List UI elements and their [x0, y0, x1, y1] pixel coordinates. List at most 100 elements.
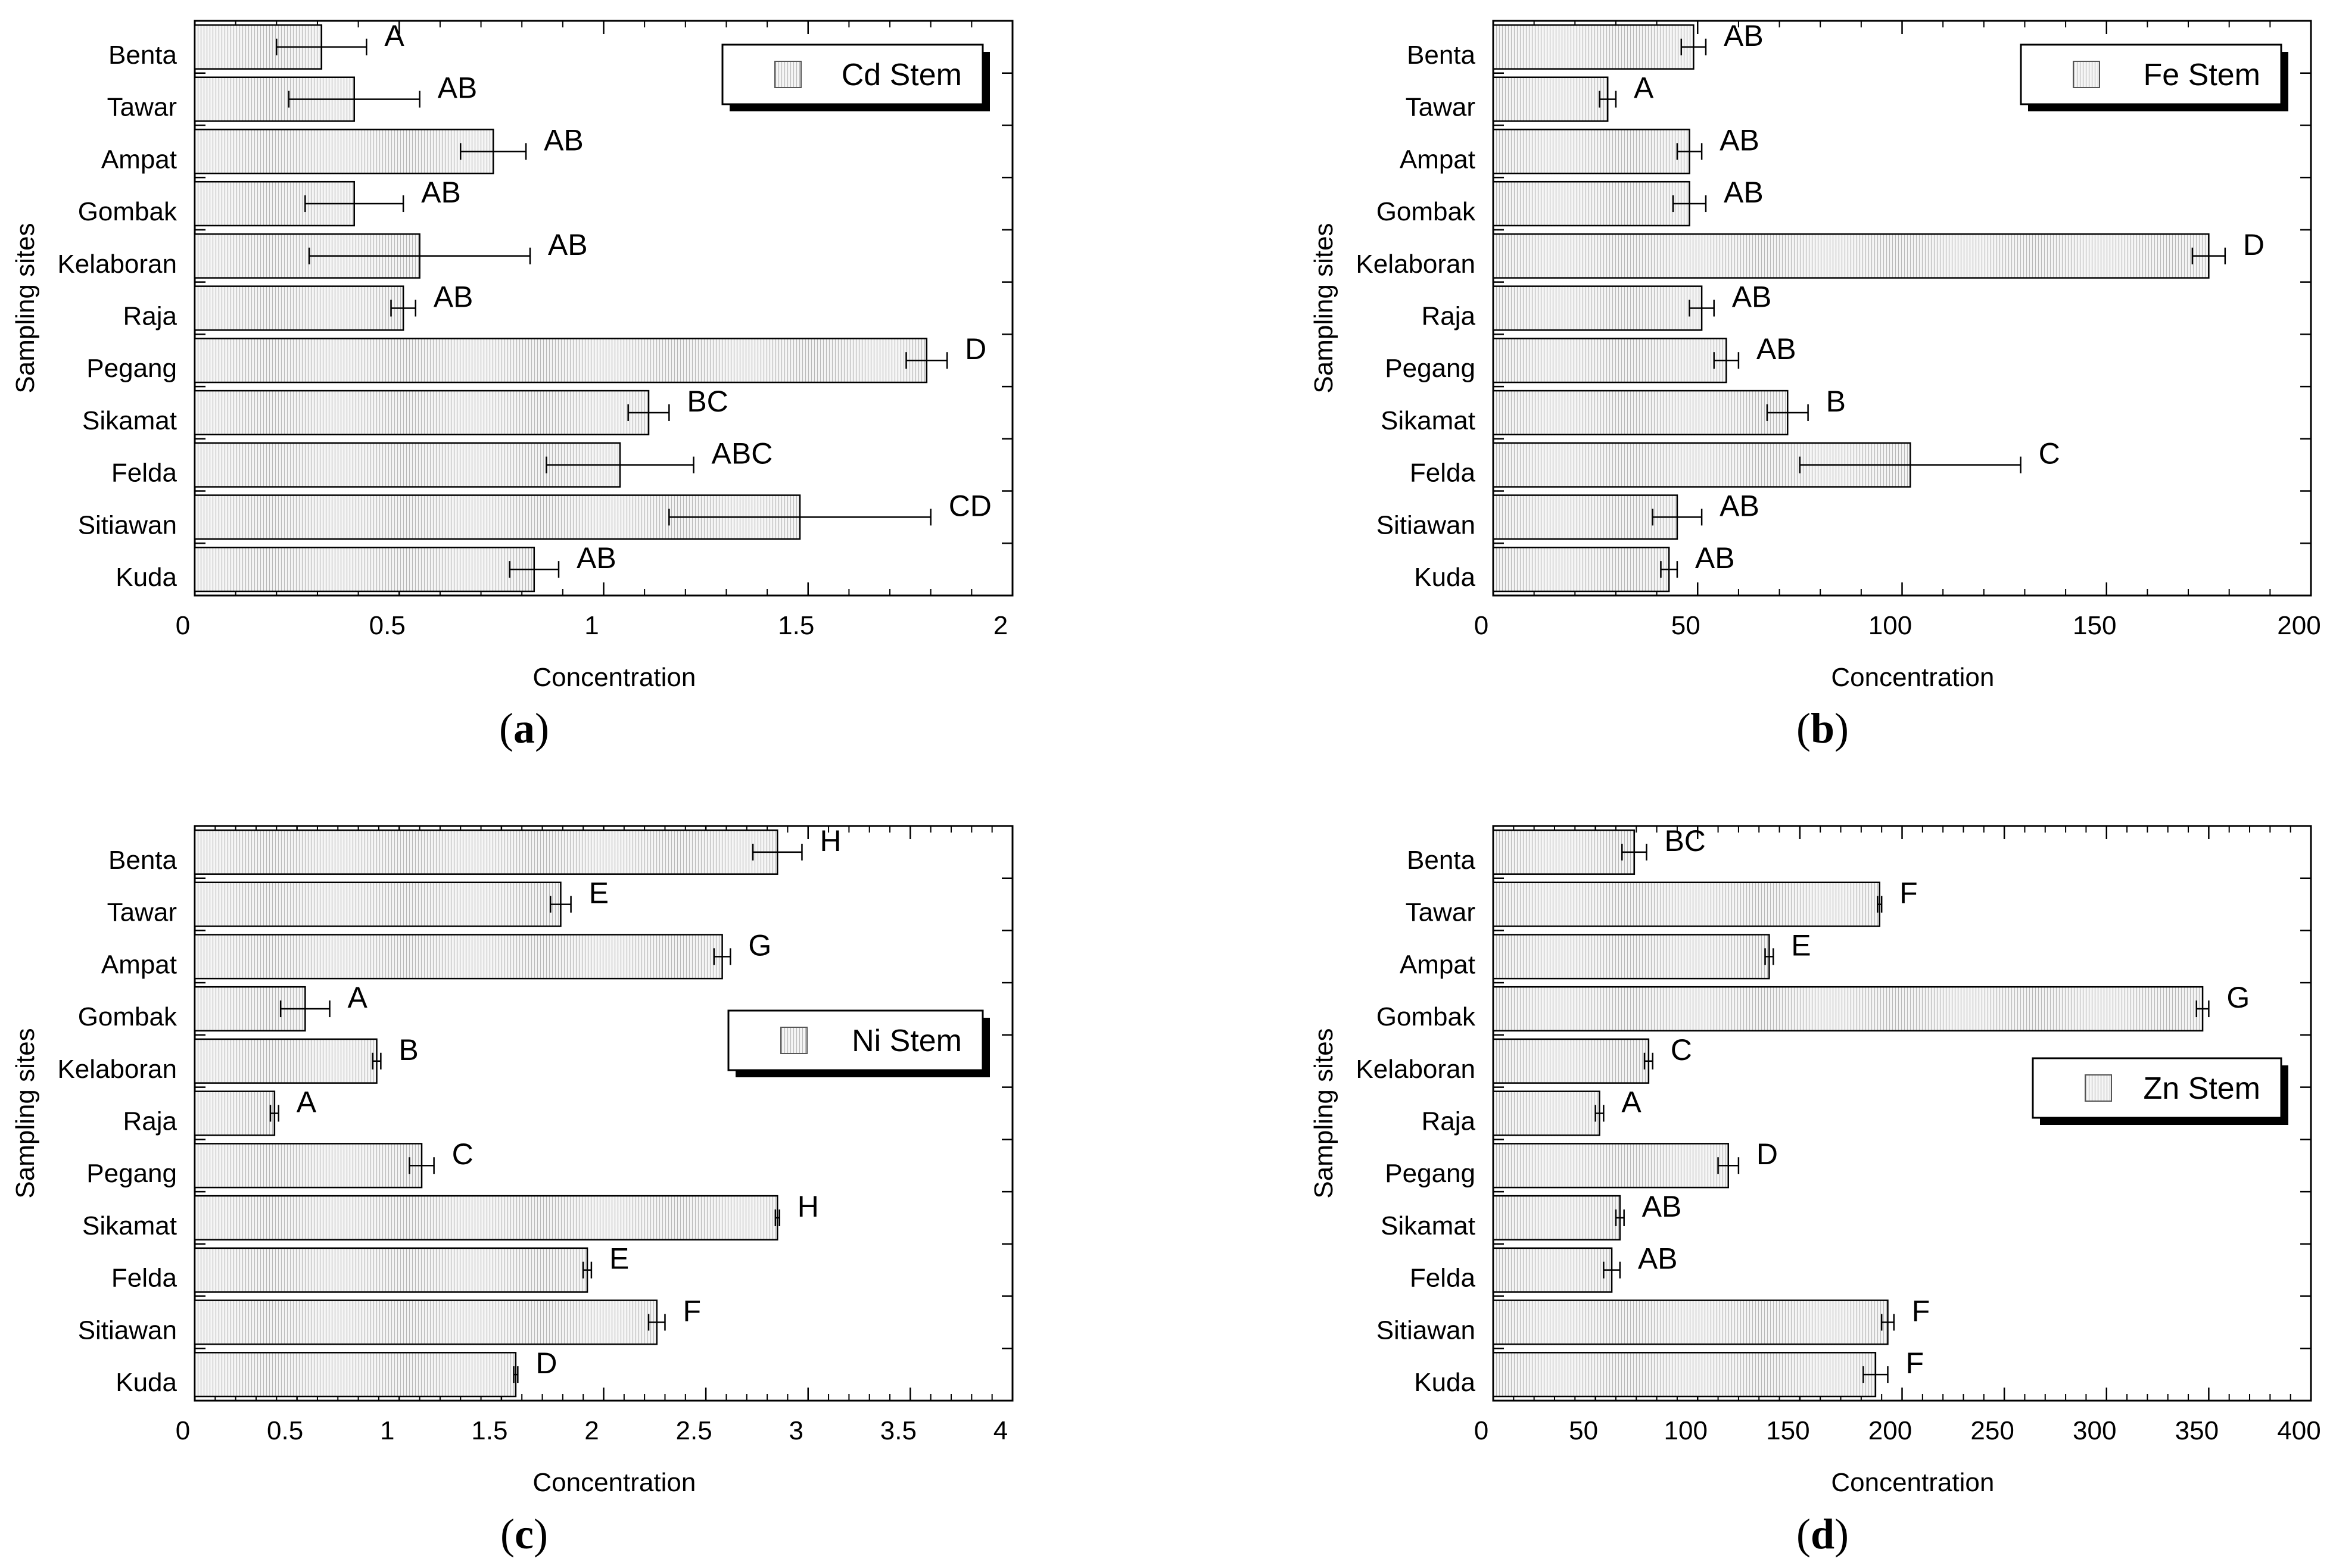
- x-tick-label: 150: [1766, 1416, 1809, 1445]
- x-tick-label: 0.5: [369, 611, 406, 640]
- bar: [194, 934, 723, 980]
- y-tick-label: Sikamat: [82, 406, 177, 435]
- y-tick-label: Sitiawan: [78, 1316, 177, 1345]
- bar: [1492, 24, 1695, 70]
- bar: [194, 881, 562, 927]
- y-tick-label: Felda: [1410, 459, 1476, 488]
- bar: [1492, 285, 1703, 331]
- legend-box: [727, 1009, 984, 1071]
- x-tick-label: 3.5: [880, 1416, 917, 1445]
- y-tick-label: Benta: [1407, 846, 1476, 875]
- significance-label: A: [297, 1086, 317, 1119]
- significance-label: AB: [1756, 332, 1796, 366]
- y-tick-label: Tawar: [1406, 93, 1475, 122]
- y-tick-label: Raja: [123, 302, 177, 331]
- legend-box: [721, 43, 984, 105]
- y-tick-label: Sikamat: [1381, 1211, 1475, 1240]
- bar: [194, 1143, 423, 1189]
- bar: [1492, 1299, 1889, 1345]
- y-tick-label: Kuda: [116, 1368, 177, 1397]
- significance-label: AB: [1695, 541, 1735, 575]
- y-tick-label: Felda: [1410, 1264, 1476, 1293]
- significance-label: AB: [1638, 1242, 1678, 1276]
- significance-label: D: [535, 1346, 557, 1380]
- significance-label: D: [965, 332, 986, 366]
- significance-label: F: [1912, 1294, 1930, 1327]
- bar: [1492, 76, 1609, 122]
- y-tick-label: Pegang: [1385, 354, 1475, 383]
- x-axis-label: Concentration: [1831, 663, 1994, 692]
- y-axis-label: Sampling sites: [1309, 1028, 1338, 1198]
- x-tick-label: 0: [1474, 611, 1488, 640]
- legend-box: [2020, 43, 2282, 105]
- significance-label: B: [398, 1033, 418, 1067]
- legend-swatch: [2073, 61, 2100, 88]
- x-tick-label: 2.5: [676, 1416, 712, 1445]
- chart-panel-b: 0 50 100 150 200 Benta AB Tawar A Ampat AB Gombak AB…: [1309, 19, 2321, 692]
- significance-label: B: [1826, 385, 1846, 418]
- bar: [1492, 547, 1670, 593]
- y-axis-label: Sampling sites: [1309, 223, 1338, 393]
- bar: [1492, 1195, 1621, 1241]
- x-tick-label: 200: [2277, 611, 2320, 640]
- x-tick-label: 2: [993, 611, 1008, 640]
- bar: [1492, 180, 1690, 227]
- significance-label: A: [348, 981, 368, 1014]
- bar: [194, 547, 535, 593]
- significance-label: C: [452, 1137, 474, 1171]
- x-tick-label: 200: [1868, 1416, 1912, 1445]
- legend-swatch: [780, 1027, 808, 1054]
- y-tick-label: Benta: [108, 846, 177, 875]
- y-tick-label: Gombak: [78, 197, 177, 226]
- legend-label: Cd Stem: [842, 58, 962, 92]
- bar: [1492, 829, 1636, 875]
- panel-label-d: (d): [1796, 1510, 1849, 1558]
- bar: [1492, 129, 1690, 174]
- x-tick-label: 1.5: [471, 1416, 507, 1445]
- y-tick-label: Sitiawan: [1376, 1316, 1475, 1345]
- y-tick-label: Raja: [1422, 302, 1476, 331]
- significance-label: AB: [434, 280, 474, 314]
- significance-label: E: [609, 1242, 629, 1276]
- significance-label: F: [1899, 877, 1918, 910]
- significance-label: AB: [548, 228, 588, 261]
- x-tick-label: 1.5: [778, 611, 814, 640]
- significance-label: F: [1905, 1346, 1924, 1380]
- significance-label: D: [1756, 1137, 1778, 1171]
- bar: [194, 829, 778, 875]
- bar: [1492, 494, 1678, 540]
- chart-panel-d: 0 50 100 150 200 250 300 350 400 Benta BC Tawar F Amp…: [1309, 824, 2321, 1497]
- legend-swatch: [774, 61, 802, 88]
- significance-label: AB: [544, 123, 584, 157]
- bar: [1492, 1143, 1729, 1189]
- significance-label: AB: [421, 176, 461, 209]
- bar: [194, 1090, 276, 1136]
- legend-label: Zn Stem: [2144, 1071, 2261, 1106]
- y-tick-label: Kelaboran: [1356, 250, 1475, 279]
- legend-box: [2032, 1057, 2282, 1119]
- y-tick-label: Pegang: [86, 354, 177, 383]
- x-tick-label: 250: [1970, 1416, 2014, 1445]
- x-tick-label: 150: [2073, 611, 2116, 640]
- x-tick-label: 300: [2073, 1416, 2116, 1445]
- x-axis-label: Concentration: [532, 663, 696, 692]
- x-tick-label: 0: [176, 1416, 190, 1445]
- y-tick-label: Pegang: [1385, 1159, 1475, 1188]
- y-tick-label: Benta: [108, 40, 177, 70]
- y-tick-label: Ampat: [1400, 950, 1475, 979]
- legend-swatch: [2085, 1074, 2112, 1102]
- significance-label: C: [1671, 1033, 1692, 1067]
- significance-label: BC: [1664, 824, 1705, 858]
- x-tick-label: 0.5: [267, 1416, 303, 1445]
- bar: [194, 129, 494, 174]
- x-tick-label: 0: [176, 611, 190, 640]
- y-axis-label: Sampling sites: [11, 223, 40, 393]
- x-tick-label: 50: [1671, 611, 1700, 640]
- significance-label: H: [820, 824, 841, 858]
- panel-label-c: (c): [500, 1510, 548, 1558]
- significance-label: C: [2039, 437, 2060, 470]
- significance-label: G: [2226, 981, 2250, 1014]
- y-axis-label: Sampling sites: [11, 1028, 40, 1198]
- significance-label: AB: [1724, 19, 1764, 52]
- x-tick-label: 350: [2175, 1416, 2219, 1445]
